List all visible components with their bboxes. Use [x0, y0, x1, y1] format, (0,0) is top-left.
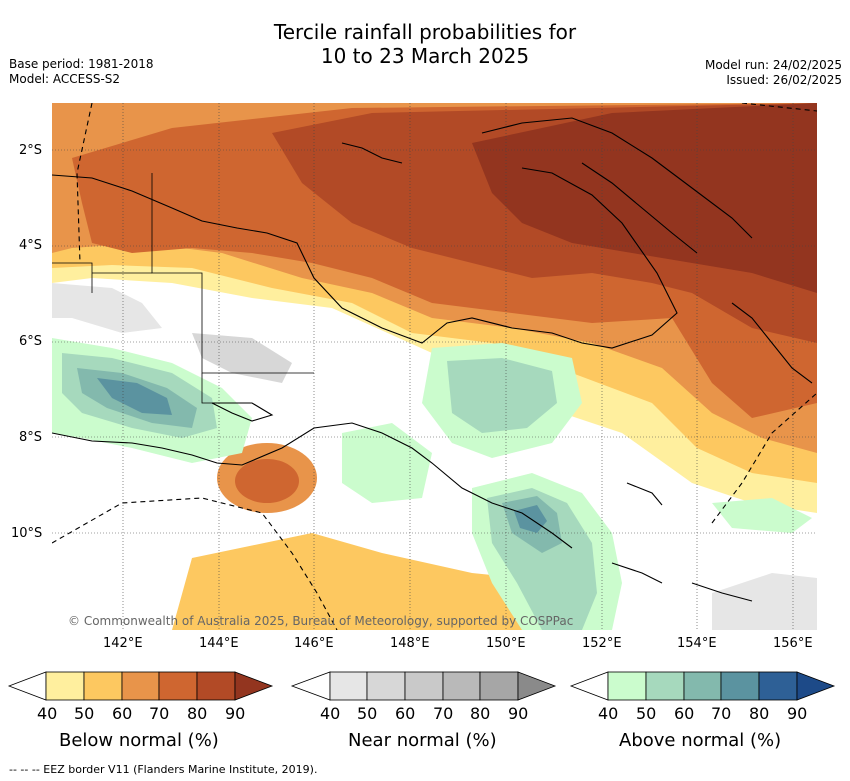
colorbar-0-cell-2: [121, 671, 160, 701]
below-normal-80-southern-blob: [235, 459, 299, 503]
above-normal-title: Above normal (%): [619, 730, 782, 751]
colorbar-near-normal: [290, 671, 557, 701]
near-normal-50-area: [192, 333, 292, 383]
colorbar-2-cell-2: [683, 671, 722, 701]
near-label-70: 70: [433, 704, 454, 723]
below-normal-90-band: [472, 103, 817, 293]
meta-right: Model run: 24/02/2025 Issued: 26/02/2025: [705, 58, 842, 88]
above-normal-50-central: [447, 358, 557, 433]
colorbar-1-cell-1: [366, 671, 406, 701]
above-label-40: 40: [598, 704, 619, 723]
lat-tick-10s: 10°S: [11, 526, 43, 541]
lon-tick-148e: 148°E: [390, 636, 430, 651]
colorbar-2-cell-1: [645, 671, 685, 701]
near-normal-40-area: [52, 283, 162, 333]
lat-tick-2s: 2°S: [19, 143, 43, 158]
country-borders: [52, 173, 314, 404]
lat-tick-6s: 6°S: [19, 334, 43, 349]
below-label-90: 90: [225, 704, 246, 723]
lon-tick-144e: 144°E: [199, 636, 239, 651]
near-normal-40-southeast: [712, 573, 817, 630]
colorbar-2-cell-5: [796, 671, 836, 701]
coastlines: [52, 117, 813, 602]
below-label-70: 70: [149, 704, 170, 723]
colorbar-2-cell-4: [758, 671, 798, 701]
colorbar-0-cell-3: [158, 671, 198, 701]
lon-tick-146e: 146°E: [294, 636, 334, 651]
rainfall-map: © Commonwealth of Australia 2025, Bureau…: [52, 103, 817, 630]
above-label-60: 60: [674, 704, 695, 723]
lat-tick-8s: 8°S: [19, 430, 43, 445]
colorbar-below-normal: [7, 671, 274, 701]
lon-tick-156e: 156°E: [773, 636, 813, 651]
eez-footnote: -- -- -- EEZ border V11 (Flanders Marine…: [9, 763, 318, 776]
meta-left: Base period: 1981-2018 Model: ACCESS-S2: [9, 57, 154, 87]
below-normal-title: Below normal (%): [59, 730, 219, 751]
issued-date: Issued: 26/02/2025: [726, 73, 842, 87]
lon-tick-142e: 142°E: [103, 636, 143, 651]
near-normal-title: Near normal (%): [348, 730, 497, 751]
title-line-1: Tercile rainfall probabilities for: [273, 20, 577, 44]
above-label-50: 50: [636, 704, 657, 723]
above-normal-70-west: [97, 378, 172, 415]
colorbar-2-cell-0: [607, 671, 647, 701]
above-normal-40-east: [712, 498, 812, 533]
colorbar-0-cell-4: [196, 671, 236, 701]
lon-tick-150e: 150°E: [486, 636, 526, 651]
below-label-80: 80: [187, 704, 208, 723]
copyright-notice: © Commonwealth of Australia 2025, Bureau…: [68, 614, 573, 628]
model-run: Model run: 24/02/2025: [704, 58, 842, 72]
lon-tick-154e: 154°E: [677, 636, 717, 651]
below-label-50: 50: [74, 704, 95, 723]
colorbar-above-normal: [569, 671, 836, 701]
eez-borders: [52, 103, 817, 630]
map-title: Tercile rainfall probabilities for 10 to…: [0, 20, 850, 68]
model-name: Model: ACCESS-S2: [9, 72, 121, 86]
lon-tick-152e: 152°E: [582, 636, 622, 651]
colorbar-1-cell-4: [479, 671, 519, 701]
near-label-40: 40: [320, 704, 341, 723]
colorbar-1-cell-3: [442, 671, 481, 701]
colorbar-0-cell-5: [234, 671, 274, 701]
near-label-60: 60: [395, 704, 416, 723]
title-line-2: 10 to 23 March 2025: [320, 44, 530, 68]
colorbars: [7, 671, 836, 701]
near-label-90: 90: [508, 704, 529, 723]
below-label-40: 40: [37, 704, 58, 723]
colorbar-0-cell-0: [45, 671, 85, 701]
colorbar-1-cell-5: [517, 671, 557, 701]
below-label-60: 60: [112, 704, 133, 723]
graticule: [52, 103, 817, 630]
colorbar-0-cell-1: [83, 671, 123, 701]
near-label-50: 50: [357, 704, 378, 723]
colorbar-1-cell-2: [404, 671, 444, 701]
above-label-70: 70: [711, 704, 732, 723]
base-period: Base period: 1981-2018: [9, 57, 154, 71]
above-label-80: 80: [749, 704, 770, 723]
lat-tick-4s: 4°S: [19, 238, 43, 253]
above-normal-40-southcentral: [342, 423, 432, 503]
colorbar-1-cell-0: [329, 671, 368, 701]
above-label-90: 90: [787, 704, 808, 723]
near-label-80: 80: [470, 704, 491, 723]
colorbar-2-cell-3: [720, 671, 760, 701]
below-normal-south-band: [172, 533, 612, 630]
